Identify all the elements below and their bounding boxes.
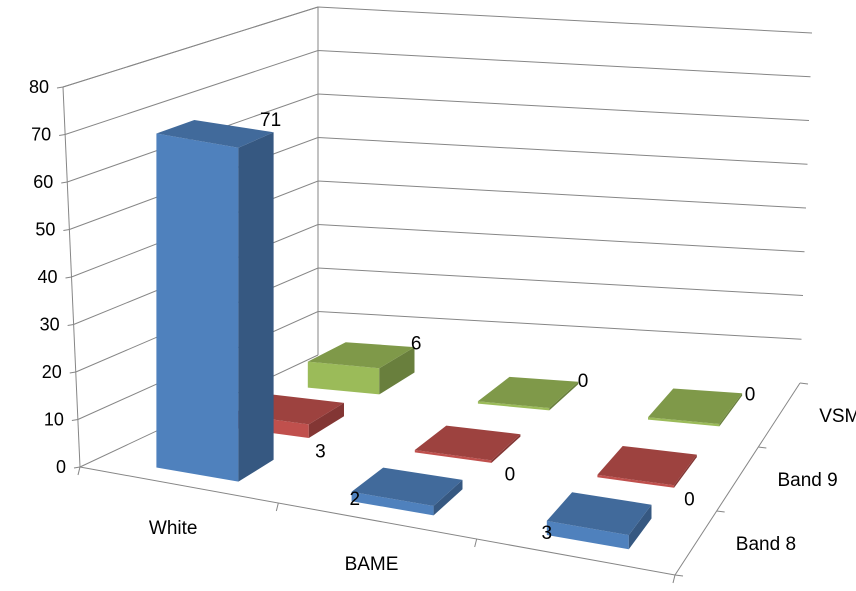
x-tick-mark xyxy=(275,502,279,512)
data-label: 0 xyxy=(745,385,756,406)
gridline xyxy=(69,136,808,230)
bar-side-face xyxy=(308,402,344,438)
y-tick-label: 30 xyxy=(40,315,60,335)
bar-band-8-white xyxy=(156,120,274,482)
depth-tick-mark xyxy=(758,446,767,449)
bar-front-face xyxy=(546,520,629,550)
x-axis-line xyxy=(79,466,676,576)
data-label: 0 xyxy=(505,464,516,485)
bar-front-face xyxy=(351,491,434,516)
bar-front-face xyxy=(477,401,550,411)
y-tick-mark xyxy=(59,134,66,136)
x-category-label: White xyxy=(149,518,198,539)
bar-front-face xyxy=(307,361,380,395)
data-label: 71 xyxy=(260,110,281,131)
bar-band-8-not-known xyxy=(546,492,652,550)
y-tick-mark xyxy=(65,276,72,279)
bar-top-face xyxy=(648,388,743,424)
bar-top-face xyxy=(477,376,579,408)
y-tick-mark xyxy=(71,419,78,421)
x-category-label: BAME xyxy=(345,554,399,575)
y-tick-mark xyxy=(61,181,68,184)
bar-side-face xyxy=(549,381,579,411)
bar-top-face xyxy=(414,425,521,461)
y-tick-label: 50 xyxy=(35,220,55,240)
gridline xyxy=(73,223,805,325)
series-axis-label: Band 8 xyxy=(736,534,796,555)
depth-axis-series: Band 8 Band 9 VSM xyxy=(674,382,856,577)
x-tick-mark xyxy=(672,574,676,584)
x-axis-categories: WhiteBAMENot known xyxy=(77,466,676,591)
depth-tick-mark xyxy=(674,574,684,577)
y-tick-label: 40 xyxy=(37,267,57,287)
y-tick-label: 80 xyxy=(29,77,49,97)
y-tick-mark xyxy=(56,86,64,89)
y-tick-label: 60 xyxy=(33,172,53,192)
bar-band-9-bame xyxy=(414,425,521,463)
depth-tick-mark xyxy=(716,510,725,513)
y-tick-label: 20 xyxy=(42,362,62,382)
bar-front-face xyxy=(156,133,239,482)
y-tick-mark xyxy=(67,324,74,326)
y-tick-mark xyxy=(69,371,76,374)
bar-side-face xyxy=(433,479,463,516)
bar-top-face xyxy=(156,120,274,148)
bar-front-face xyxy=(648,417,720,427)
data-labels: 6 0 0 3 0 0 71 2 3 xyxy=(260,110,755,544)
series-axis-label: VSM xyxy=(819,406,856,427)
bar-side-face xyxy=(491,434,521,463)
y-tick-label: 70 xyxy=(31,125,51,145)
x-tick-mark xyxy=(474,538,478,548)
bar-side-face xyxy=(719,393,743,427)
bar-vsm-not-known xyxy=(648,388,743,427)
data-label: 6 xyxy=(411,334,422,355)
gridline xyxy=(67,93,810,183)
y-tick-mark xyxy=(73,466,81,469)
gridline xyxy=(71,180,807,278)
y-tick-label: 10 xyxy=(44,410,64,430)
y-axis-ticks: 0 10 20 30 40 50 60 70 80 xyxy=(29,77,81,477)
bar-band-9-not-known xyxy=(597,446,697,488)
bar-top-face xyxy=(546,492,652,536)
bar-top-face xyxy=(351,467,463,506)
x-tick-mark xyxy=(77,466,81,476)
bar-vsm-white xyxy=(307,342,415,395)
bar-vsm-bame xyxy=(477,376,579,411)
bar-band-8-bame xyxy=(351,467,463,516)
y-tick-mark xyxy=(63,229,70,231)
series-axis-label: Band 9 xyxy=(778,470,838,491)
bar-top-face xyxy=(597,446,697,486)
bar-top-face xyxy=(307,342,415,369)
bar-front-face xyxy=(597,474,675,488)
bar-side-face xyxy=(674,454,697,488)
data-label: 3 xyxy=(315,442,326,463)
y-tick-label: 0 xyxy=(56,457,66,477)
bar-side-face xyxy=(238,132,274,482)
data-label: 0 xyxy=(684,489,695,510)
data-label: 0 xyxy=(578,371,589,392)
data-label: 3 xyxy=(542,523,553,544)
bar-side-face xyxy=(379,347,415,395)
depth-axis-line xyxy=(674,382,801,576)
bar-side-face xyxy=(628,504,652,550)
gridlines xyxy=(62,6,813,420)
gridline xyxy=(64,49,811,135)
bar-front-face xyxy=(414,450,492,463)
gridline xyxy=(62,6,813,88)
data-label: 2 xyxy=(350,489,361,510)
depth-tick-mark xyxy=(799,382,809,385)
bars xyxy=(156,120,743,550)
